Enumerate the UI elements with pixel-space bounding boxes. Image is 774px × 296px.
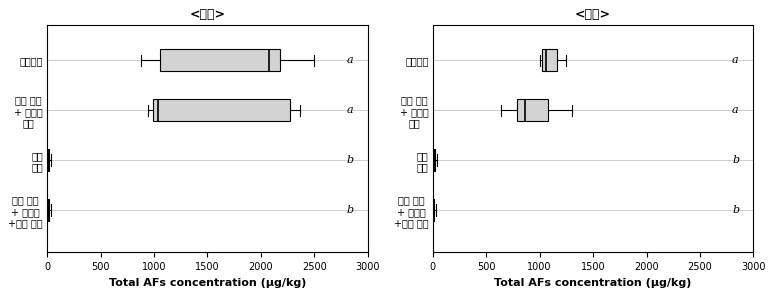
Text: a: a bbox=[347, 105, 353, 115]
Text: a: a bbox=[347, 55, 353, 65]
X-axis label: Total AFs concentration (μg/kg): Total AFs concentration (μg/kg) bbox=[109, 278, 307, 288]
X-axis label: Total AFs concentration (μg/kg): Total AFs concentration (μg/kg) bbox=[495, 278, 692, 288]
Title: <메주>: <메주> bbox=[190, 8, 225, 21]
Text: b: b bbox=[732, 155, 739, 165]
PathPatch shape bbox=[160, 49, 280, 71]
Text: b: b bbox=[732, 205, 739, 215]
PathPatch shape bbox=[48, 199, 49, 221]
Text: b: b bbox=[347, 205, 354, 215]
PathPatch shape bbox=[542, 49, 557, 71]
Text: a: a bbox=[732, 55, 738, 65]
PathPatch shape bbox=[48, 149, 50, 171]
Text: a: a bbox=[732, 105, 738, 115]
PathPatch shape bbox=[433, 199, 434, 221]
PathPatch shape bbox=[517, 99, 548, 121]
PathPatch shape bbox=[433, 149, 435, 171]
Text: b: b bbox=[347, 155, 354, 165]
Title: <된장>: <된장> bbox=[575, 8, 611, 21]
PathPatch shape bbox=[153, 99, 289, 121]
